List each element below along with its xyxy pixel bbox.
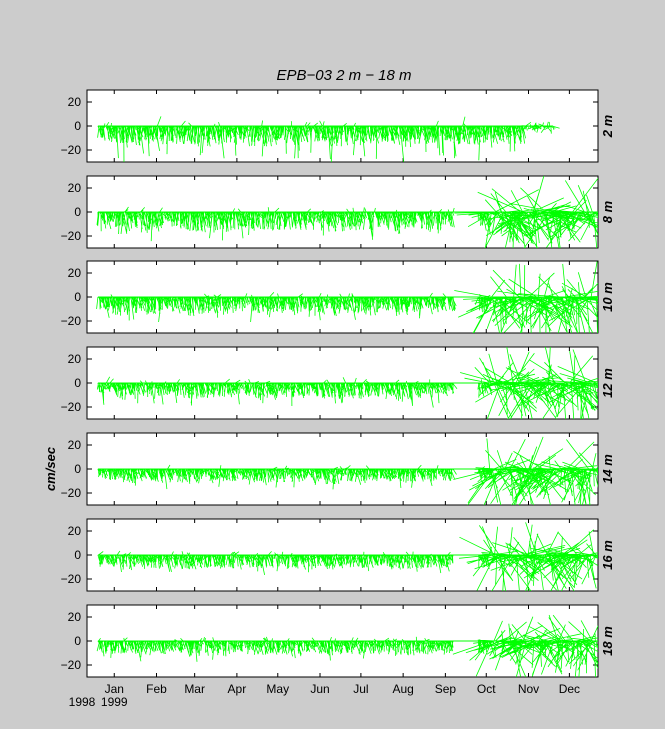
year-label: 1998 — [69, 695, 96, 709]
depth-label: 16 m — [600, 540, 615, 570]
y-tick-label: −20 — [61, 229, 82, 243]
y-tick-label: 20 — [68, 438, 82, 452]
x-tick-label: Jan — [105, 682, 124, 696]
x-tick-label: Apr — [228, 682, 247, 696]
y-tick-label: −20 — [61, 572, 82, 586]
y-axis-label: cm/sec — [43, 446, 58, 491]
depth-label: 2 m — [600, 114, 615, 138]
y-tick-label: 20 — [68, 181, 82, 195]
x-tick-label: Nov — [518, 682, 539, 696]
depth-label: 18 m — [600, 626, 615, 656]
stick-series — [96, 347, 598, 419]
y-tick-label: −20 — [61, 486, 82, 500]
y-tick-label: −20 — [61, 400, 82, 414]
chart-title: EPB−03 2 m − 18 m — [276, 67, 411, 84]
stick-vectors — [96, 176, 598, 248]
stick-vectors — [97, 436, 598, 505]
x-tick-label: Jun — [310, 682, 329, 696]
y-tick-label: 0 — [74, 634, 81, 648]
x-tick-label: Feb — [146, 682, 167, 696]
x-tick-label: Sep — [435, 682, 457, 696]
panel-8m: 20 0 −20 8 m — [61, 175, 615, 249]
depth-label: 12 m — [600, 368, 615, 398]
stick-vectors — [97, 116, 560, 162]
panel-10m: 20 0 −20 10 m — [61, 260, 615, 334]
year-label: 1999 — [101, 695, 128, 709]
y-tick-label: 20 — [68, 524, 82, 538]
stick-vectors — [97, 522, 598, 591]
depth-label: 14 m — [600, 454, 615, 484]
y-tick-label: 0 — [74, 376, 81, 390]
y-tick-label: 0 — [74, 205, 81, 219]
y-tick-label: 20 — [68, 266, 82, 280]
x-tick-label: Jul — [353, 682, 368, 696]
stick-series — [97, 116, 560, 162]
panel-12m: 20 0 −20 12 m — [61, 346, 615, 420]
y-tick-label: 0 — [74, 119, 81, 133]
x-tick-label: Mar — [184, 682, 205, 696]
stick-vectors — [96, 261, 598, 333]
y-tick-label: 0 — [74, 548, 81, 562]
x-tick-label: Oct — [477, 682, 496, 696]
y-tick-label: 20 — [68, 95, 82, 109]
panel-16m: 20 0 −20 16 m — [61, 518, 615, 592]
y-tick-label: −20 — [61, 143, 82, 157]
y-tick-label: 20 — [68, 352, 82, 366]
x-tick-label: Dec — [559, 682, 580, 696]
depth-label: 10 m — [600, 282, 615, 312]
panel-18m: 20 0 −20 18 m — [61, 604, 615, 678]
stick-series — [97, 436, 598, 505]
stick-series — [96, 614, 598, 677]
panel-2m: 20 0 −20 2 m — [61, 89, 615, 163]
x-axis: Jan Feb Mar Apr May Jun Jul Aug Sep Oct Nov Dec 1998… — [69, 682, 580, 709]
depth-label: 8 m — [600, 200, 615, 223]
stick-series — [96, 176, 598, 248]
x-tick-label: Aug — [392, 682, 413, 696]
y-tick-label: 0 — [74, 462, 81, 476]
stick-series — [97, 522, 598, 591]
x-tick-label: May — [266, 682, 289, 696]
y-tick-label: 20 — [68, 610, 82, 624]
panel-14m: 20 0 −20 14 m — [61, 432, 615, 506]
stick-vectors — [96, 614, 598, 677]
y-tick-label: 0 — [74, 290, 81, 304]
stick-series — [96, 261, 598, 333]
y-tick-label: −20 — [61, 658, 82, 672]
y-tick-label: −20 — [61, 314, 82, 328]
